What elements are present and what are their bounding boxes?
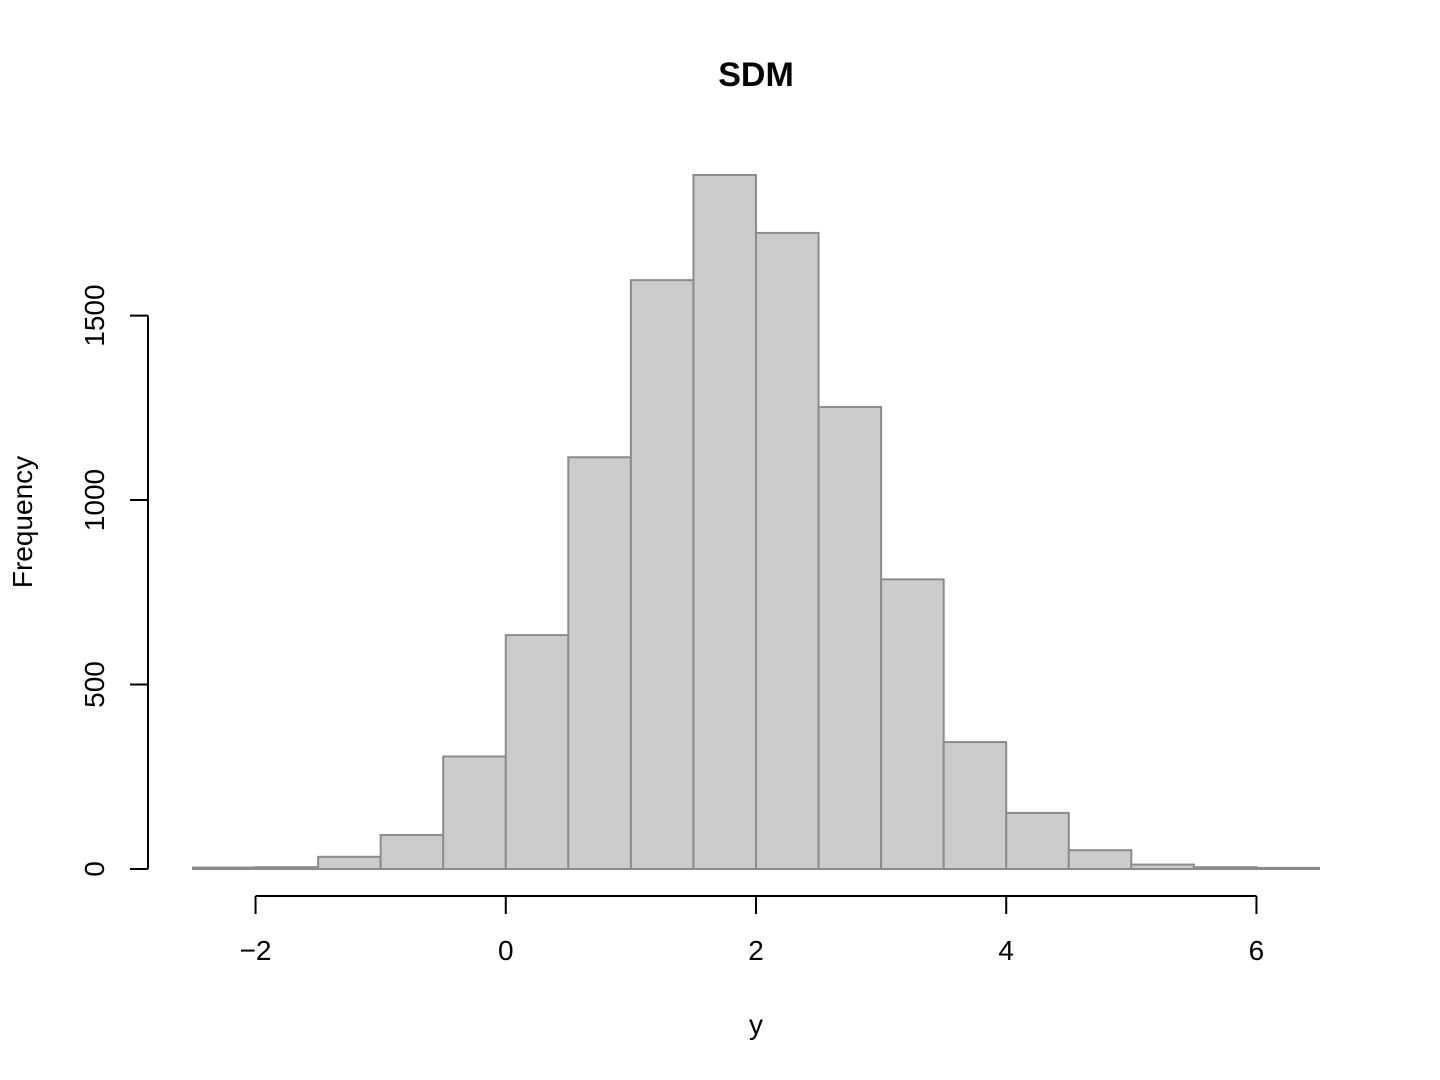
x-axis: −2 0 2 4 6 xyxy=(240,895,1265,966)
histogram-bar xyxy=(817,406,883,870)
histogram-bar xyxy=(1005,811,1070,870)
histogram-bar xyxy=(442,755,507,870)
histogram-bar xyxy=(379,834,445,870)
histogram-bar xyxy=(942,741,1008,870)
y-tick-label: 0 xyxy=(79,861,110,877)
histogram-bar xyxy=(629,279,695,871)
histogram-bar xyxy=(1255,866,1321,870)
histogram-bar xyxy=(192,866,257,870)
histogram-bar xyxy=(1067,849,1133,870)
histogram-bar xyxy=(254,866,320,870)
x-tick-label: 4 xyxy=(998,935,1014,966)
y-axis-label: Frequency xyxy=(7,456,38,588)
x-tick-label: 2 xyxy=(748,935,764,966)
y-tick-label: 1000 xyxy=(79,469,110,531)
y-axis: 0 500 1000 1500 xyxy=(79,284,149,877)
y-tick-label: 500 xyxy=(79,661,110,708)
chart-title: SDM xyxy=(718,56,794,94)
y-tick-label: 1500 xyxy=(79,284,110,346)
histogram-bar xyxy=(1130,863,1195,871)
x-tick-label: −2 xyxy=(240,935,272,966)
histogram-bar xyxy=(880,578,945,870)
bars-group xyxy=(192,174,1321,871)
histogram-bar xyxy=(567,456,632,870)
histogram-bar xyxy=(504,634,570,870)
histogram-bar xyxy=(1192,866,1258,870)
histogram-bar xyxy=(317,855,382,871)
x-tick-label: 0 xyxy=(498,935,514,966)
x-axis-label: y xyxy=(749,1009,763,1040)
histogram-bar xyxy=(755,231,820,870)
histogram-bar xyxy=(692,174,758,870)
x-tick-label: 6 xyxy=(1249,935,1265,966)
